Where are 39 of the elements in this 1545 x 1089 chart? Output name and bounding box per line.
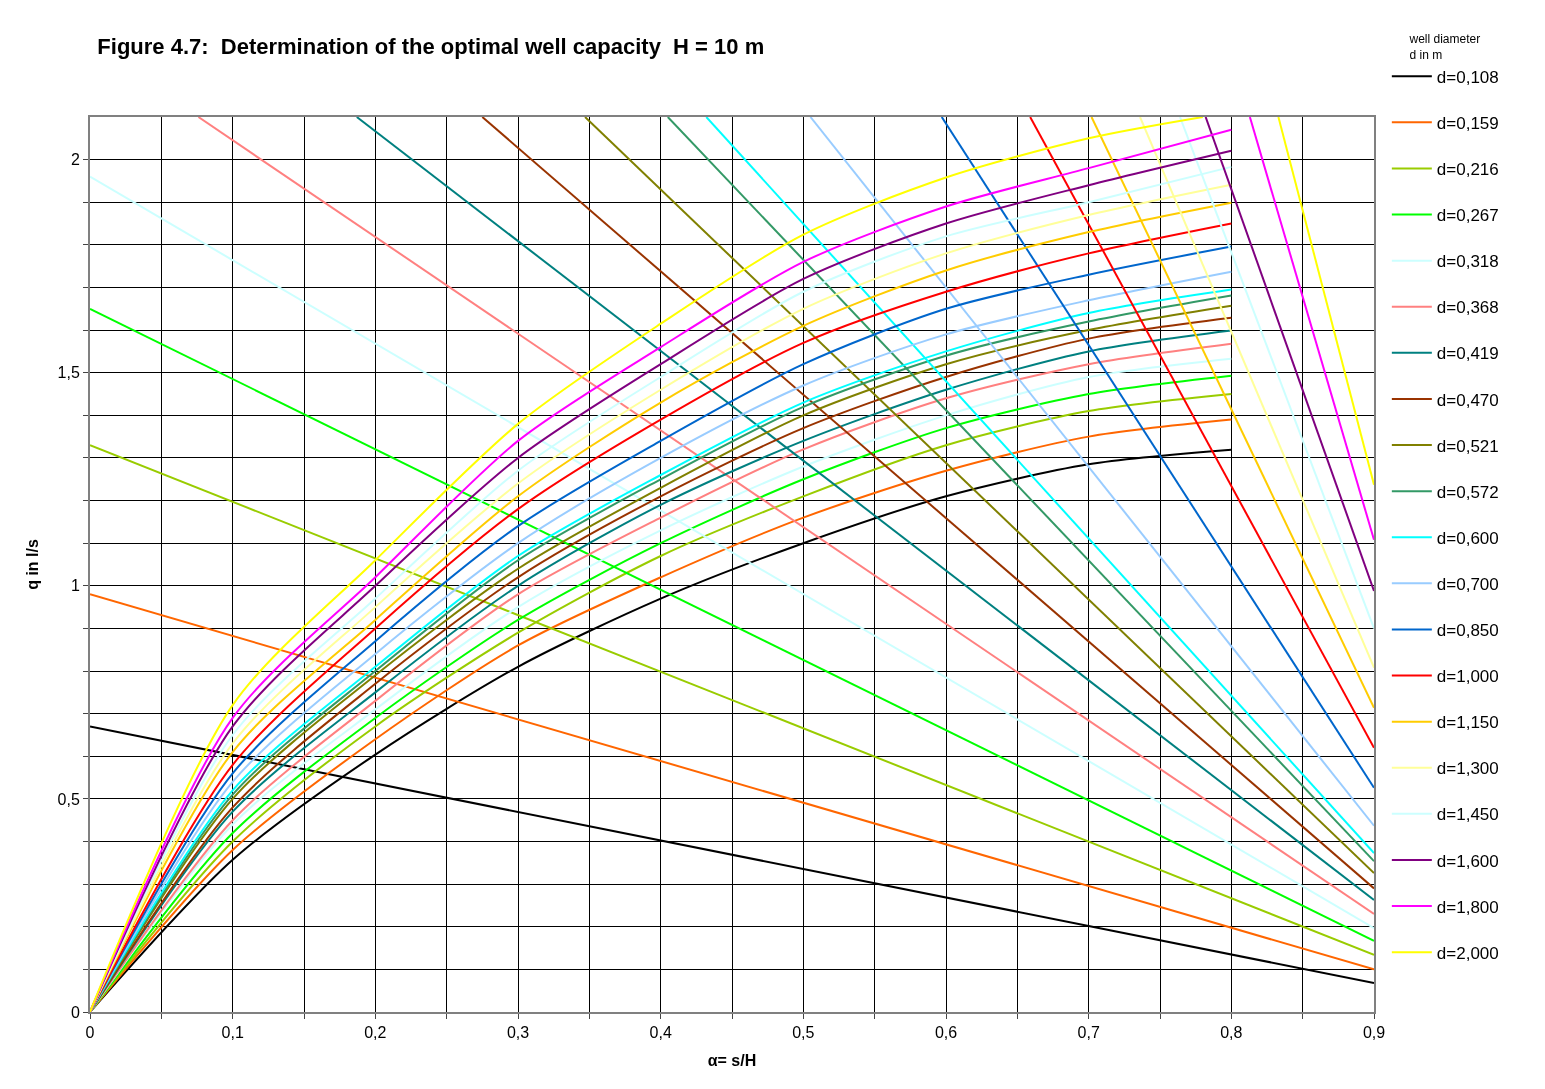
chart-title: Figure 4.7: Determination of the optimal well capacity H = 10 m bbox=[97, 33, 765, 59]
legend-label: d=0,700 bbox=[1436, 574, 1499, 594]
legend-label: d=1,800 bbox=[1436, 897, 1499, 917]
x-tick-label: 0,9 bbox=[1362, 1024, 1386, 1042]
y-tick-label: 0,5 bbox=[57, 790, 80, 808]
legend-label: d=1,450 bbox=[1436, 805, 1499, 825]
legend-label: d=0,108 bbox=[1436, 67, 1499, 87]
legend-label: d=1,000 bbox=[1436, 667, 1499, 687]
legend-label: d=0,850 bbox=[1436, 621, 1499, 641]
y-tick-label: 0 bbox=[70, 1003, 80, 1021]
x-tick-label: 0,1 bbox=[221, 1024, 244, 1042]
y-tick-label: 1 bbox=[70, 577, 80, 595]
x-tick-label: 0,2 bbox=[364, 1024, 387, 1042]
legend-label: d=0,572 bbox=[1436, 482, 1499, 502]
x-tick-label: 0,6 bbox=[934, 1024, 958, 1042]
y-axis-title: q in l/s bbox=[23, 539, 41, 590]
x-tick-label: 0,8 bbox=[1220, 1024, 1243, 1042]
legend-label: d=0,419 bbox=[1436, 344, 1499, 364]
y-tick-label: 2 bbox=[70, 151, 80, 169]
legend-label: d=1,600 bbox=[1436, 851, 1499, 871]
legend-label: d=0,521 bbox=[1436, 436, 1499, 456]
x-tick-label: 0,3 bbox=[506, 1024, 530, 1042]
x-tick-label: 0,7 bbox=[1077, 1024, 1100, 1042]
legend-label: d=0,216 bbox=[1436, 160, 1499, 180]
legend-title: well diameter d in m bbox=[1408, 32, 1481, 62]
legend-label: d=0,318 bbox=[1436, 252, 1499, 272]
legend-label: d=0,470 bbox=[1436, 390, 1499, 410]
legend-label: d=0,159 bbox=[1436, 113, 1499, 133]
legend-label: d=1,300 bbox=[1436, 759, 1499, 779]
legend-label: d=2,000 bbox=[1436, 943, 1499, 963]
x-tick-label: 0 bbox=[85, 1024, 95, 1042]
x-tick-label: 0,4 bbox=[649, 1024, 672, 1042]
y-tick-label: 1,5 bbox=[57, 364, 80, 382]
x-tick-label: 0,5 bbox=[792, 1024, 815, 1042]
legend-label: d=1,150 bbox=[1436, 713, 1499, 733]
legend-label: d=0,368 bbox=[1436, 298, 1499, 318]
legend-label: d=0,267 bbox=[1436, 206, 1499, 226]
x-axis-title: α= s/H bbox=[707, 1052, 757, 1070]
legend-label: d=0,600 bbox=[1436, 528, 1499, 548]
